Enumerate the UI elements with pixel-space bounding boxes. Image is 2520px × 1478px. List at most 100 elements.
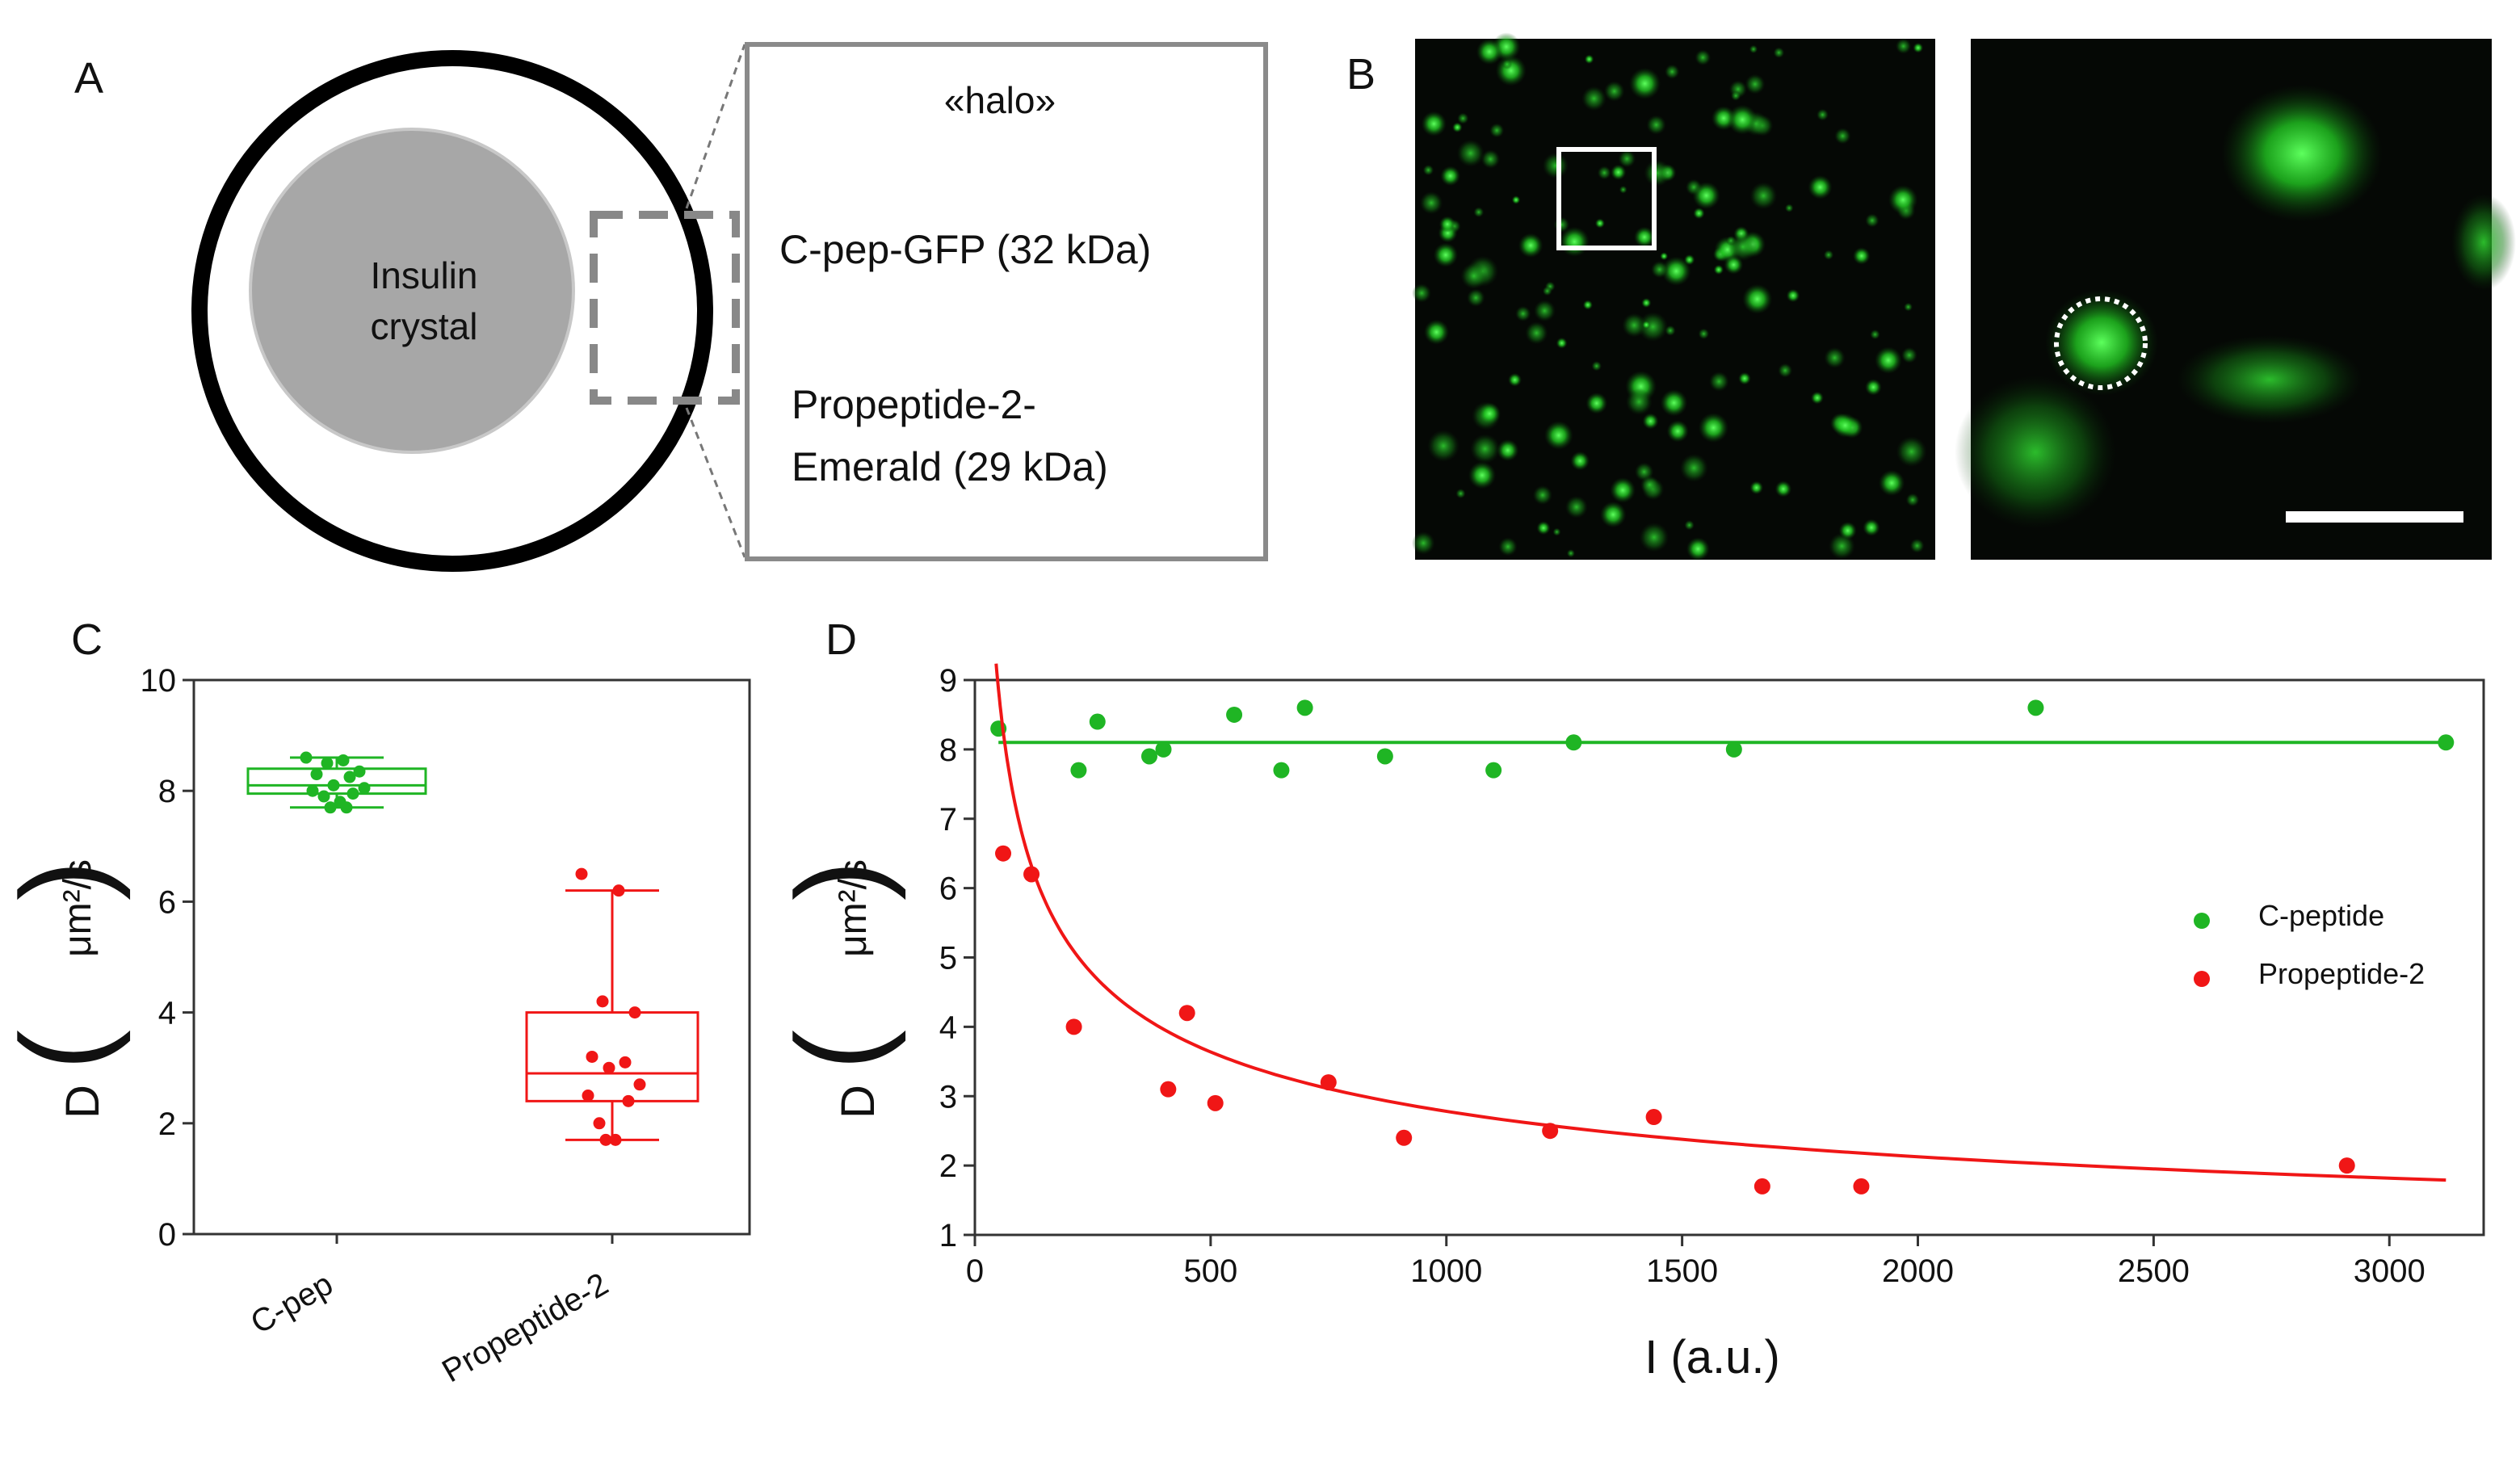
data-point	[343, 770, 356, 783]
data-point	[1853, 1178, 1870, 1195]
y-tick-label: 8	[939, 733, 957, 768]
fluorescent-spot	[1865, 379, 1882, 396]
fluorescent-spot	[1502, 59, 1513, 69]
granule-blob-mid	[2177, 335, 2362, 424]
fluorescent-spot	[1559, 226, 1590, 257]
fluorescent-spot	[1570, 451, 1590, 471]
fluorescent-spot	[1651, 261, 1669, 279]
panel-b-letter: B	[1346, 50, 1376, 99]
x-tick-label: 2000	[1882, 1253, 1954, 1289]
y-tick-label: 0	[158, 1217, 176, 1253]
data-point	[346, 787, 359, 800]
data-point	[633, 1078, 646, 1091]
data-point	[2438, 734, 2455, 751]
fluorescent-spot	[1686, 537, 1710, 561]
fluorescent-spot	[1666, 420, 1689, 443]
fluorescent-spot	[1875, 346, 1902, 374]
fluorescent-spot	[1708, 372, 1729, 392]
granule-blob-left	[1955, 376, 2116, 529]
crystal-label-line2: crystal	[371, 305, 478, 347]
data-point	[327, 779, 340, 791]
halo-item-propeptide-line1: Propeptide-2-	[792, 382, 1036, 427]
y-tick-label: 10	[141, 663, 177, 699]
fluorescent-spot	[1597, 166, 1611, 180]
fluorescent-spot	[1423, 319, 1450, 345]
halo-zoom-region	[590, 211, 740, 405]
fluorescent-spot	[1532, 485, 1552, 506]
fluorescent-spot	[1692, 182, 1720, 210]
data-point	[1178, 1005, 1195, 1022]
fluorescent-spot	[1834, 128, 1851, 145]
legend-label: C-peptide	[2258, 899, 2384, 932]
x-tick-label: 1000	[1410, 1253, 1482, 1289]
data-point	[1155, 741, 1172, 758]
data-point	[300, 751, 313, 764]
x-tick-label: 2500	[2118, 1253, 2190, 1289]
data-point	[321, 757, 334, 770]
panel-d-ylabel-paren-open: (	[771, 1030, 906, 1070]
panel-d-ylabel-d: D	[832, 1085, 884, 1119]
y-tick-label: 3	[939, 1079, 957, 1115]
y-tick-label: 9	[939, 663, 957, 699]
micrograph-right	[1955, 39, 2516, 560]
fluorescent-spot	[1582, 300, 1594, 310]
data-point	[1754, 1178, 1770, 1195]
fluorescent-spot	[1480, 149, 1501, 169]
fluorescent-spots	[1412, 32, 1927, 561]
data-point	[612, 884, 625, 897]
fluorescent-spot	[1440, 166, 1461, 187]
fluorescent-spot	[1808, 174, 1833, 199]
fluorescent-spot	[1536, 521, 1551, 535]
fluorescent-spot	[1438, 216, 1456, 233]
fluorescent-spot	[1455, 488, 1466, 499]
fluorescent-spot	[1584, 54, 1594, 65]
selection-circle	[2054, 296, 2148, 390]
fluorescent-spot	[1533, 300, 1556, 322]
fluorescent-spot	[1586, 392, 1608, 414]
fluorescent-spot	[1633, 226, 1656, 248]
fluorescent-spot	[1698, 412, 1728, 443]
zoom-line-bottom	[685, 407, 746, 558]
fluorescent-spot	[1433, 242, 1459, 267]
fluorescent-spot	[1552, 527, 1561, 536]
fluorescent-spot	[1773, 47, 1785, 59]
panel-d-xlabel: I (a.u.)	[1644, 1331, 1780, 1384]
data-point	[1542, 1123, 1559, 1140]
fluorescent-spot	[1693, 207, 1705, 220]
zoom-region-box	[1556, 147, 1657, 250]
y-tick-label: 1	[939, 1218, 957, 1253]
granule-blob-selected	[2045, 289, 2158, 396]
halo-item-propeptide-line2: Emerald (29 kDa)	[792, 444, 1108, 489]
fit-curve	[994, 663, 2446, 1182]
fluorescent-spot	[1865, 213, 1880, 228]
y-tick-label: 4	[158, 996, 176, 1031]
fluorescent-spot	[1603, 81, 1625, 102]
x-tick-label: 1500	[1646, 1253, 1718, 1289]
fluorescent-spot	[1888, 185, 1918, 215]
crystal-label-line1: Insulin	[371, 254, 478, 296]
panel-c-plot-frame	[192, 678, 751, 1236]
insulin-crystal	[249, 128, 575, 454]
panel-d-axes: 1 2 3 4 5 6 7 8 9 0 500 1000 1500 2000 2500 3000	[939, 663, 2426, 1289]
panel-d-series	[990, 663, 2455, 1195]
y-tick-label: 2	[939, 1148, 957, 1184]
data-point	[353, 765, 366, 778]
y-tick-label: 6	[939, 871, 957, 907]
fluorescent-spot	[1695, 49, 1712, 66]
panel-a: A Insulin crystal «halo» C-pep-GFP (32 k…	[74, 42, 1268, 572]
fluorescent-spot	[1863, 519, 1880, 536]
data-point	[310, 768, 323, 781]
fluorescent-spot	[1684, 519, 1695, 531]
fluorescent-spot	[1478, 402, 1501, 425]
fluorescent-spot	[1640, 475, 1660, 494]
data-point	[306, 784, 319, 797]
fluorescent-spot	[1515, 305, 1531, 322]
y-tick-label: 2	[158, 1106, 176, 1142]
panel-c-boxplots	[246, 751, 699, 1146]
panel-d-plot-frame	[973, 678, 2485, 1237]
fluorescent-spot	[1564, 495, 1588, 519]
data-point	[337, 754, 350, 766]
data-point	[622, 1094, 635, 1107]
fluorescent-spot	[1518, 233, 1544, 258]
